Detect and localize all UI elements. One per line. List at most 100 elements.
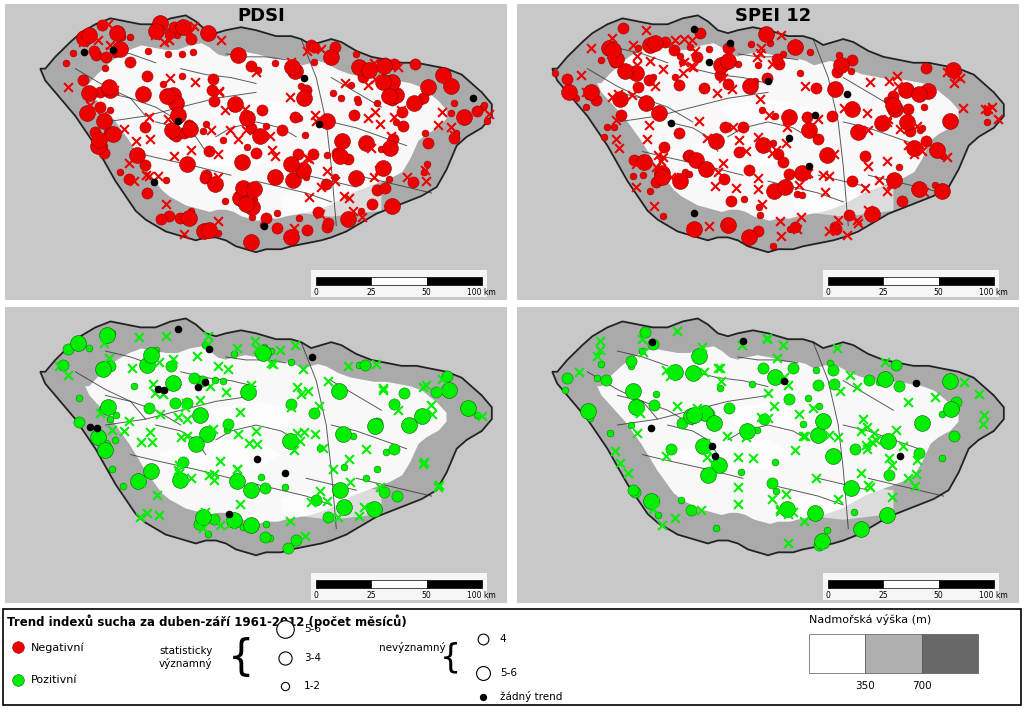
Point <box>780 379 797 391</box>
Point <box>797 430 813 442</box>
Point <box>266 172 283 183</box>
Point <box>697 163 714 174</box>
Text: nevýznamný: nevýznamný <box>379 642 445 653</box>
Point <box>609 89 626 100</box>
Point <box>201 343 217 354</box>
Point <box>696 437 713 449</box>
Point <box>765 138 781 149</box>
Point <box>337 77 353 89</box>
Point <box>559 74 575 85</box>
Point <box>101 413 118 425</box>
Point <box>720 78 736 89</box>
Point <box>929 144 945 155</box>
Point <box>318 116 335 127</box>
Point <box>351 510 368 521</box>
Point <box>767 111 783 122</box>
Point <box>339 153 355 164</box>
Point <box>308 116 325 127</box>
Text: 5-6: 5-6 <box>500 668 517 678</box>
Point <box>634 345 650 357</box>
Point <box>592 345 608 356</box>
Point <box>604 44 621 55</box>
Point <box>302 496 318 508</box>
Point <box>635 169 651 180</box>
Point <box>189 350 206 362</box>
Point <box>54 359 71 371</box>
Point <box>589 372 605 384</box>
Point <box>868 434 885 445</box>
Text: Trend indexů sucha za duben-září 1961-2012 (počet měsíců): Trend indexů sucha za duben-září 1961-20… <box>7 615 407 629</box>
Point <box>620 467 636 479</box>
Point <box>171 460 187 471</box>
Point <box>918 135 934 147</box>
Bar <box>884 277 939 285</box>
Point <box>816 186 833 198</box>
Point <box>945 430 962 442</box>
Point <box>742 38 759 50</box>
Point <box>711 166 727 177</box>
Point <box>688 154 705 165</box>
Point <box>440 76 457 87</box>
Point <box>134 88 151 99</box>
Point <box>256 220 272 232</box>
Point <box>580 406 596 417</box>
Point <box>786 221 803 233</box>
Point <box>870 376 887 388</box>
Text: 25: 25 <box>367 591 376 600</box>
Point <box>759 333 775 345</box>
Point <box>197 376 213 388</box>
Point <box>413 96 429 107</box>
Point <box>644 336 660 347</box>
Point <box>258 213 274 224</box>
Point <box>428 386 444 398</box>
Point <box>194 376 210 387</box>
Point <box>713 59 729 70</box>
Point <box>291 212 307 223</box>
Point <box>329 147 345 159</box>
Point <box>116 123 132 134</box>
Point <box>153 213 169 225</box>
Point <box>396 388 413 399</box>
Point <box>475 100 492 111</box>
Point <box>642 39 658 50</box>
Point <box>644 503 660 515</box>
Point <box>603 33 620 44</box>
Point <box>160 113 176 125</box>
Point <box>824 110 841 121</box>
Point <box>276 623 293 635</box>
Point <box>780 537 797 549</box>
Point <box>158 330 174 342</box>
Point <box>209 228 225 239</box>
Point <box>51 360 68 372</box>
Point <box>567 93 584 104</box>
Point <box>58 57 75 68</box>
Point <box>310 206 327 217</box>
Point <box>243 61 259 72</box>
Point <box>979 106 995 118</box>
Point <box>287 340 303 351</box>
Point <box>215 375 231 386</box>
Text: 25: 25 <box>879 591 888 600</box>
Point <box>230 134 247 145</box>
Point <box>745 452 762 463</box>
Point <box>939 66 955 77</box>
Point <box>366 172 382 183</box>
Point <box>610 142 627 153</box>
Point <box>683 411 699 422</box>
Text: {: { <box>227 637 254 679</box>
Point <box>628 158 644 169</box>
Point <box>719 219 735 230</box>
Point <box>158 199 174 210</box>
Point <box>767 144 783 155</box>
Point <box>345 109 361 121</box>
Point <box>155 389 171 400</box>
Point <box>269 208 286 219</box>
Point <box>423 400 439 411</box>
Point <box>716 157 732 169</box>
Point <box>900 140 916 151</box>
Point <box>571 366 588 377</box>
Point <box>623 419 639 430</box>
Point <box>430 120 446 131</box>
Point <box>350 62 367 73</box>
Point <box>76 33 92 44</box>
